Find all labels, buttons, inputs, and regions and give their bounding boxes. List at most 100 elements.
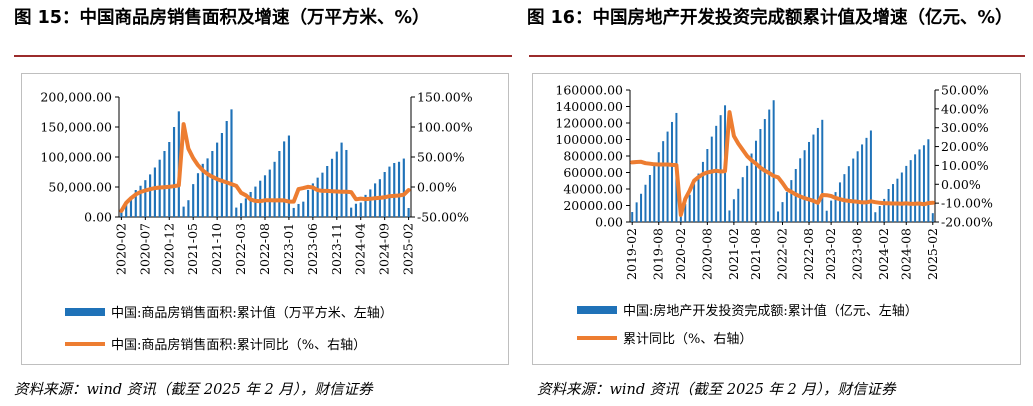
bar [635,202,638,222]
bar [878,205,881,222]
bar [896,178,899,222]
bar [847,166,850,222]
y-tick-label: 100000.00 [555,132,623,147]
bar [168,142,171,217]
bar [345,149,348,217]
bar [244,198,247,217]
bar [750,153,753,222]
legend-label: 中国:商品房销售面积:累计同比（%、右轴） [111,337,366,353]
bar [728,210,731,222]
bar [927,139,930,222]
bar [134,190,137,217]
bar [321,172,324,217]
y2-tick-label: 20.00% [941,139,989,154]
legend-bar-swatch [65,308,105,316]
x-tick-label: 2020-12 [161,223,176,275]
bar [302,201,305,217]
x-tick-label: 2023-08 [850,228,865,280]
bar [834,192,837,222]
y2-tick-label: 40.00% [941,101,989,116]
bar [402,158,405,217]
x-tick-label: 2023-02 [823,228,838,280]
bar [856,151,859,222]
bar [653,164,656,222]
bar [383,172,386,217]
bar [701,161,704,222]
y-tick-label: 160000.00 [555,83,623,98]
bar [359,202,362,217]
y-tick-label: 20000.00 [563,198,623,213]
x-tick-label: 2021-10 [209,223,224,275]
bar [777,211,780,222]
bar [914,154,917,222]
bar [259,180,262,217]
bar [737,188,740,222]
bar [230,109,233,217]
bar [235,207,238,217]
y2-tick-label: 10.00% [941,158,989,173]
bar [772,100,775,222]
bar [297,203,300,217]
y-tick-label: 40000.00 [563,182,623,197]
x-tick-label: 2025-02 [925,228,940,280]
bar [741,177,744,222]
bar [330,158,334,217]
bar [225,121,228,217]
bar [239,203,243,217]
y-tick-label: 120000.00 [555,116,623,131]
bar [838,182,841,222]
x-tick-label: 2022-03 [233,223,248,275]
bar [781,202,784,222]
y2-tick-label: 0.00% [417,180,457,195]
x-tick-label: 2023-01 [281,223,296,275]
bar [657,152,660,222]
bar [206,158,209,217]
source-note: 资料来源：wind 资讯（截至 2025 年 2 月），财信证券 [14,382,373,398]
x-tick-label: 2020-08 [699,228,714,280]
title-rule [529,55,1025,57]
x-tick-label: 2024-02 [876,228,891,280]
y-tick-label: 200,000.00 [40,90,112,105]
bar [407,208,410,217]
y-tick-label: 150,000.00 [40,120,112,135]
bar [693,184,696,222]
bar [335,151,338,217]
x-tick-label: 2024-08 [898,228,913,280]
bar [340,142,343,217]
x-tick-label: 2019-08 [651,228,666,280]
x-tick-label: 2021-02 [726,228,741,280]
x-tick-label: 2021-05 [185,223,200,275]
area-sales-chart: 0.00 50,000.00 100,000.00 150,000.00 200,000… [40,90,473,354]
bar [808,141,811,222]
bar [905,165,908,222]
bar [364,194,367,217]
y2-tick-label: 150.00% [417,90,473,105]
bar [909,160,912,222]
bar [719,115,722,222]
bar [812,134,815,222]
bar [874,212,877,222]
bar [287,135,291,217]
bar [883,198,886,222]
x-tick-label: 2023-11 [329,223,344,275]
y-tick-label: 100,000.00 [40,150,112,165]
bar [129,196,133,217]
bar [715,125,718,222]
y2-tick-label: -20.00% [941,215,993,230]
yoy-line [630,110,935,217]
bar [644,184,647,222]
bar [211,151,214,217]
x-tick-label: 2019-02 [624,228,639,280]
chart-panel-left: 0.00 50,000.00 100,000.00 150,000.00 200,000… [21,73,509,365]
bar [393,163,396,217]
figure-title: 图 15：中国商品房销售面积及增速（万平方米、%） [14,8,430,28]
bar [803,150,806,222]
y-tick-label: 80000.00 [563,149,623,164]
bar [307,189,310,217]
bar [754,140,757,222]
bar [821,119,824,222]
y-tick-label: 0.00 [595,215,623,230]
yoy-line [119,122,411,213]
bar [139,185,142,217]
bar [931,213,934,222]
